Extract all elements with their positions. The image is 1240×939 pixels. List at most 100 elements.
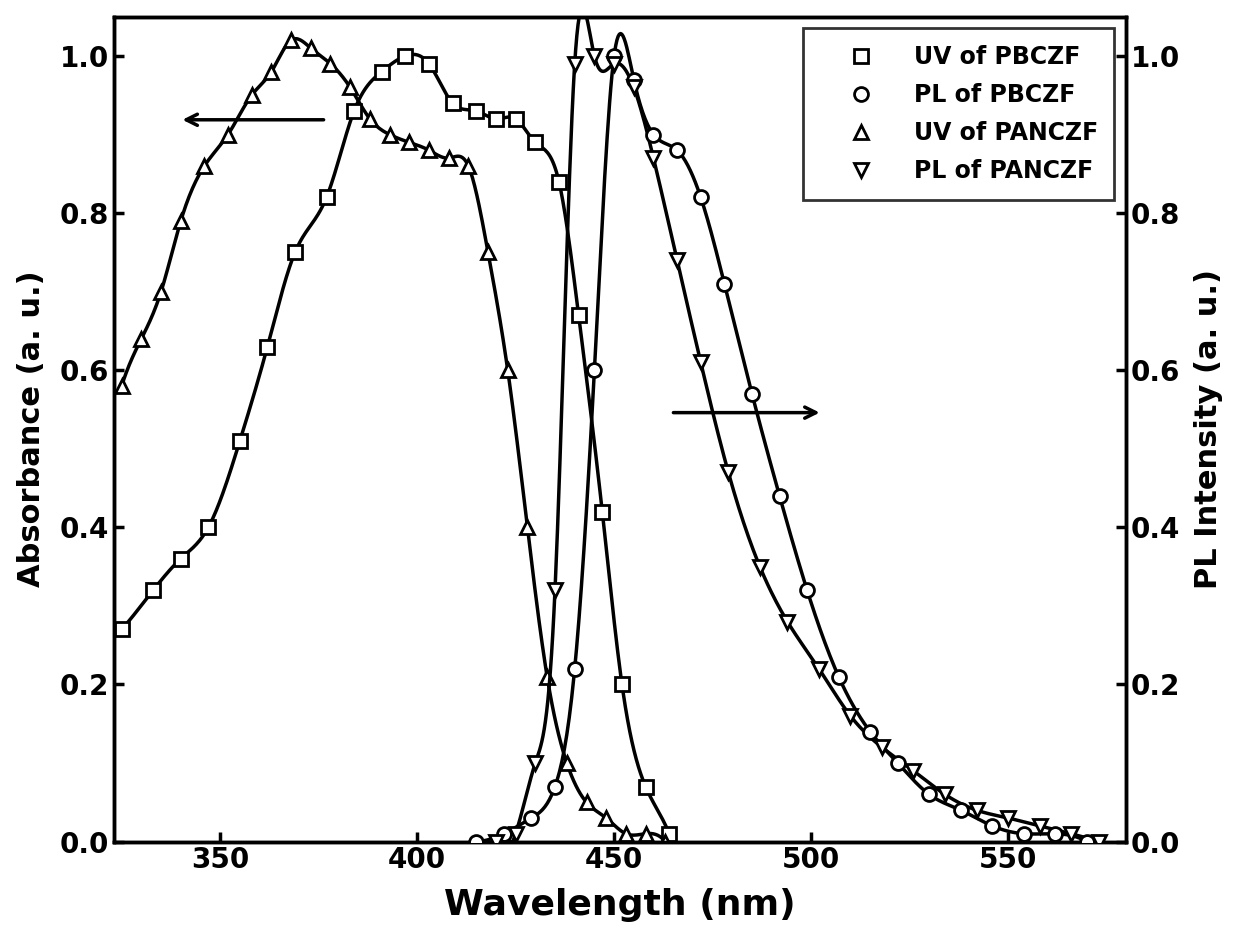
PL of PBCZF — [469, 836, 484, 847]
UV of PANCZF — [304, 42, 319, 54]
UV of PBCZF — [489, 114, 503, 125]
PL of PANCZF — [567, 58, 582, 69]
PL of PANCZF — [548, 585, 563, 596]
PL of PANCZF — [780, 616, 795, 627]
PL of PBCZF — [831, 671, 846, 683]
PL of PANCZF — [720, 467, 735, 478]
PL of PBCZF — [921, 789, 936, 800]
UV of PANCZF — [264, 66, 279, 77]
UV of PBCZF — [469, 105, 484, 116]
PL of PANCZF — [843, 710, 858, 721]
Legend: UV of PBCZF, PL of PBCZF, UV of PANCZF, PL of PANCZF: UV of PBCZF, PL of PBCZF, UV of PANCZF, … — [802, 28, 1115, 200]
UV of PBCZF — [174, 553, 188, 564]
UV of PBCZF — [146, 585, 161, 596]
UV of PBCZF — [662, 828, 677, 839]
PL of PANCZF — [970, 805, 985, 816]
UV of PANCZF — [244, 89, 259, 100]
PL of PANCZF — [874, 742, 889, 753]
PL of PBCZF — [744, 388, 759, 399]
PL of PBCZF — [1017, 828, 1032, 839]
UV of PANCZF — [422, 145, 436, 156]
PL of PANCZF — [811, 663, 826, 674]
PL of PANCZF — [508, 828, 523, 839]
UV of PBCZF — [445, 98, 460, 109]
PL of PBCZF — [890, 758, 905, 769]
UV of PANCZF — [114, 380, 129, 392]
UV of PBCZF — [508, 114, 523, 125]
UV of PBCZF — [319, 192, 334, 203]
UV of PBCZF — [201, 522, 216, 533]
PL of PBCZF — [1079, 836, 1094, 847]
UV of PANCZF — [174, 215, 188, 226]
PL of PBCZF — [717, 278, 732, 289]
PL of PBCZF — [626, 74, 641, 85]
UV of PANCZF — [579, 796, 594, 808]
UV of PBCZF — [114, 623, 129, 635]
UV of PBCZF — [398, 51, 413, 62]
UV of PBCZF — [552, 176, 567, 187]
X-axis label: Wavelength (nm): Wavelength (nm) — [444, 888, 796, 922]
PL of PANCZF — [489, 836, 503, 847]
UV of PANCZF — [639, 828, 653, 839]
UV of PANCZF — [362, 114, 377, 125]
UV of PBCZF — [260, 341, 275, 352]
PL of PANCZF — [1001, 812, 1016, 824]
Y-axis label: Absorbance (a. u.): Absorbance (a. u.) — [16, 270, 46, 588]
PL of PBCZF — [646, 129, 661, 140]
UV of PBCZF — [572, 310, 587, 321]
UV of PANCZF — [197, 161, 212, 172]
UV of PBCZF — [288, 247, 303, 258]
Y-axis label: PL Intensity (a. u.): PL Intensity (a. u.) — [1194, 269, 1224, 589]
PL of PBCZF — [954, 805, 968, 816]
Line: UV of PBCZF: UV of PBCZF — [115, 49, 676, 840]
UV of PBCZF — [347, 105, 362, 116]
PL of PANCZF — [626, 82, 641, 93]
PL of PANCZF — [646, 152, 661, 163]
UV of PANCZF — [221, 129, 236, 140]
PL of PBCZF — [863, 726, 878, 737]
PL of PANCZF — [670, 254, 684, 266]
UV of PANCZF — [441, 152, 456, 163]
UV of PANCZF — [559, 758, 574, 769]
PL of PANCZF — [606, 58, 621, 69]
UV of PANCZF — [134, 333, 149, 345]
UV of PANCZF — [382, 129, 397, 140]
UV of PANCZF — [658, 836, 673, 847]
UV of PANCZF — [461, 161, 476, 172]
PL of PBCZF — [548, 781, 563, 793]
UV of PANCZF — [322, 58, 337, 69]
PL of PBCZF — [496, 828, 511, 839]
UV of PANCZF — [342, 82, 357, 93]
UV of PANCZF — [481, 247, 496, 258]
UV of PBCZF — [528, 137, 543, 148]
UV of PBCZF — [422, 58, 436, 69]
Line: UV of PANCZF: UV of PANCZF — [115, 33, 672, 849]
UV of PANCZF — [500, 364, 515, 376]
PL of PBCZF — [693, 192, 708, 203]
Line: PL of PBCZF: PL of PBCZF — [469, 49, 1094, 849]
PL of PBCZF — [587, 364, 601, 376]
PL of PBCZF — [670, 145, 684, 156]
PL of PANCZF — [1064, 828, 1079, 839]
UV of PANCZF — [539, 671, 554, 683]
PL of PANCZF — [753, 561, 768, 572]
PL of PBCZF — [567, 663, 582, 674]
UV of PANCZF — [284, 35, 299, 46]
PL of PBCZF — [773, 490, 787, 501]
PL of PANCZF — [906, 765, 921, 777]
PL of PBCZF — [800, 585, 815, 596]
UV of PBCZF — [232, 436, 247, 447]
UV of PBCZF — [615, 679, 630, 690]
Line: PL of PANCZF: PL of PANCZF — [489, 49, 1106, 849]
UV of PANCZF — [619, 828, 634, 839]
UV of PANCZF — [520, 522, 534, 533]
PL of PANCZF — [528, 758, 543, 769]
PL of PBCZF — [606, 51, 621, 62]
PL of PANCZF — [1032, 821, 1047, 832]
PL of PBCZF — [985, 821, 999, 832]
UV of PANCZF — [154, 286, 169, 298]
PL of PBCZF — [525, 812, 539, 824]
PL of PANCZF — [693, 357, 708, 368]
UV of PANCZF — [599, 812, 614, 824]
PL of PANCZF — [937, 789, 952, 800]
